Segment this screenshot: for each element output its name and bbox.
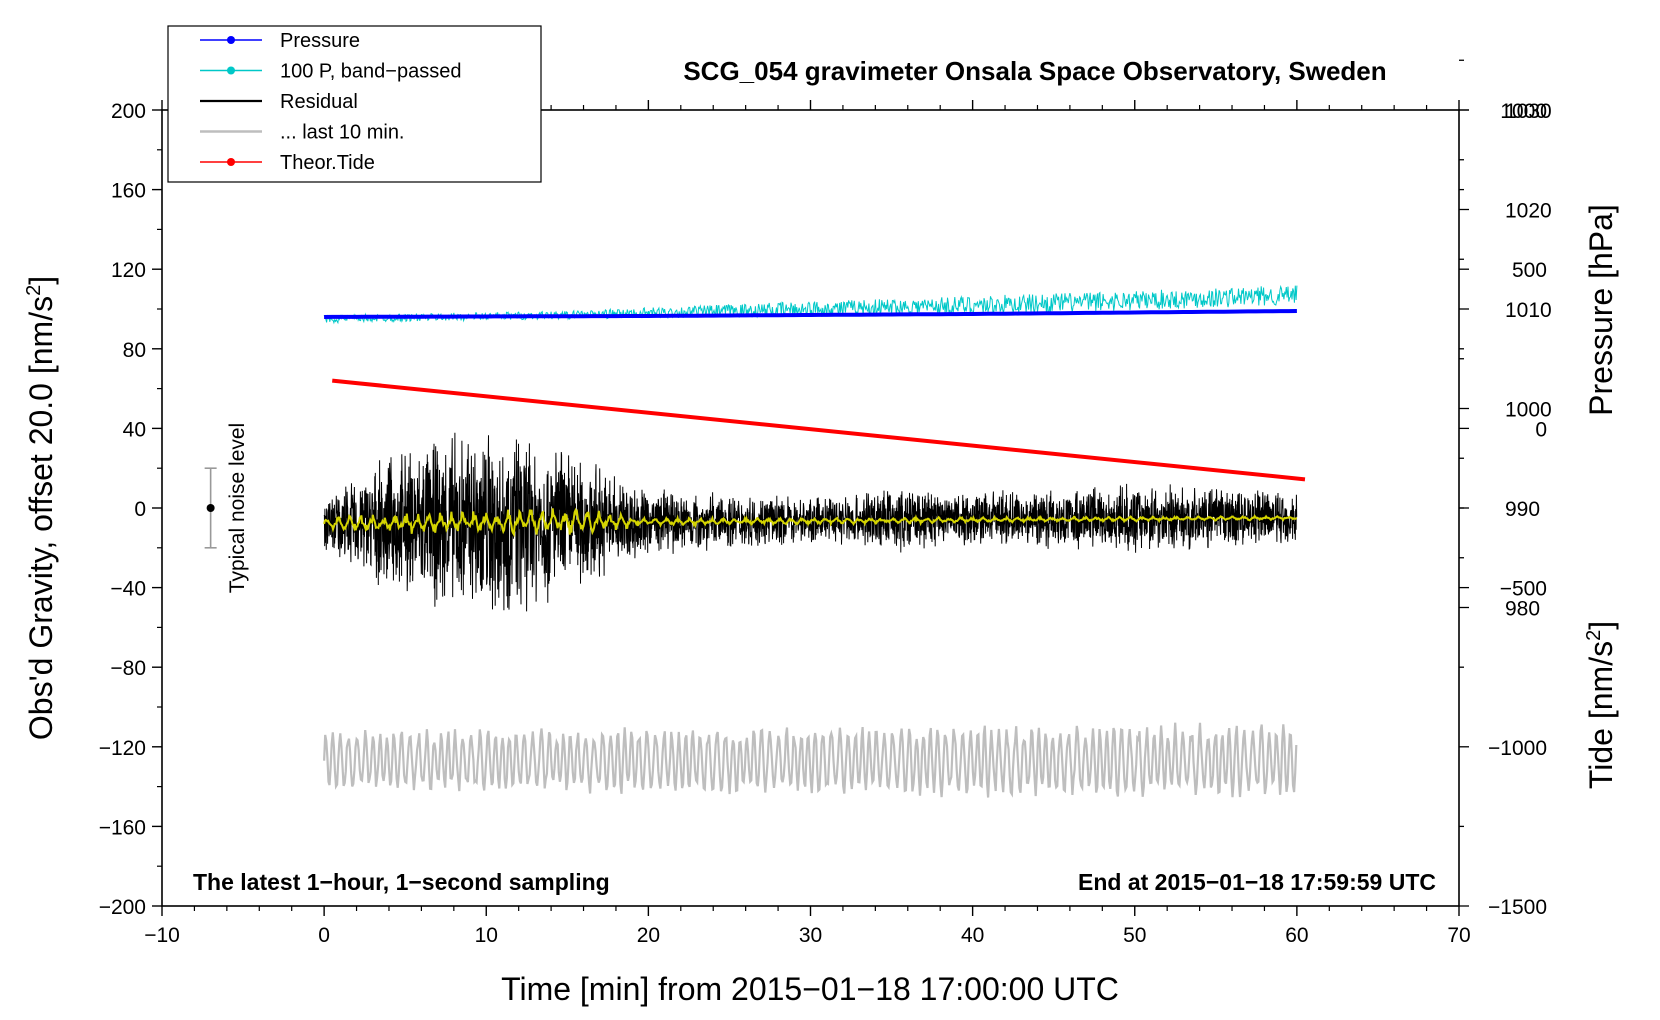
x-tick-label: 60 [1285,924,1308,947]
footnote-right: End at 2015−01−18 17:59:59 UTC [1078,869,1436,895]
legend-label: 100 P, band−passed [280,61,461,83]
x-tick-label: 0 [318,924,330,947]
x-tick-label: −10 [144,924,180,947]
x-tick-label: 50 [1123,924,1146,947]
legend: Pressure 100 P, band−passed Residual ... la… [167,25,542,183]
tide-axis-title-end: ] [1583,621,1619,630]
pressure-tick-label: 1020 [1505,200,1552,223]
noise-indicator: Typical noise level [204,423,249,593]
tide-tick-label: −500 [1500,578,1547,601]
legend-label: ... last 10 min. [280,122,405,144]
tide-axis-title-sup: 2 [1583,630,1605,641]
series-theor-tide [332,378,1306,482]
x-tick-label: 40 [961,924,984,947]
tide-tick-label: 0 [1535,418,1547,441]
pressure-tick-label: 1010 [1505,299,1552,322]
y-tick-label: −80 [110,657,146,680]
series-pressure [324,309,1297,319]
pressure-tick-label: 980 [1505,598,1540,621]
y-tick-label: −120 [99,737,146,760]
noise-center-dot [206,504,215,512]
y-axis-title-main: Obs'd Gravity, offset 20.0 [nm/s [23,296,59,740]
x-tick-label: 10 [475,924,498,947]
legend-box [167,25,542,183]
legend-label: Theor.Tide [280,152,375,174]
tide-tick-label: −1500 [1488,896,1547,919]
footnote-left: The latest 1−hour, 1−second sampling [193,869,610,895]
y-tick-label: 0 [134,498,146,521]
legend-marker [227,66,235,75]
tide-axis-ticks: 1000 500 0 −500 −1000 −1500 [1459,100,1547,919]
series-last-10-min [323,722,1298,798]
pressure-tick-label: 1000 [1505,399,1552,422]
y-axis-title: Obs'd Gravity, offset 20.0 [nm/s2] [23,276,59,740]
series-smoothed-residual [323,507,1298,538]
y-tick-label: 120 [111,259,146,282]
tide-axis-title: Tide [nm/s2] [1583,621,1619,789]
chart-title: SCG_054 gravimeter Onsala Space Observat… [683,56,1386,86]
y-tick-label: −200 [99,896,146,919]
tide-tick-label: 1000 [1500,100,1547,123]
series-residual [323,432,1298,612]
y-tick-label: 40 [123,418,146,441]
y-tick-label: −160 [99,816,146,839]
y-tick-label: 200 [111,100,146,123]
y-axis-ticks: 200 160 120 80 40 0 −40 −80 −120 −160 −200 [99,100,162,919]
pressure-tick-label: 990 [1505,498,1540,521]
legend-label: Pressure [280,30,360,52]
pressure-tick-label: 1030 [1505,100,1552,123]
x-tick-label: 70 [1447,924,1470,947]
x-axis-title: Time [min] from 2015−01−18 17:00:00 UTC [501,971,1119,1007]
noise-label: Typical noise level [226,423,249,593]
x-tick-label: 20 [637,924,660,947]
tide-tick-label: −1000 [1488,737,1547,760]
series-layer [323,284,1306,798]
y-tick-label: 160 [111,180,146,203]
legend-marker [227,36,235,44]
tide-axis-title-main: Tide [nm/s [1583,641,1619,789]
tide-tick-label: 500 [1512,259,1547,282]
y-tick-label: −40 [110,578,146,601]
pressure-axis-title: Pressure [hPa] [1583,204,1619,416]
y-axis-title-sup: 2 [23,285,45,296]
x-axis-ticks: −10 0 10 20 30 40 50 60 70 [144,100,1471,947]
y-tick-label: 80 [123,339,146,362]
legend-marker [227,158,235,166]
x-tick-label: 30 [799,924,822,947]
y-axis-title-end: ] [23,276,59,285]
legend-label: Residual [280,91,358,113]
